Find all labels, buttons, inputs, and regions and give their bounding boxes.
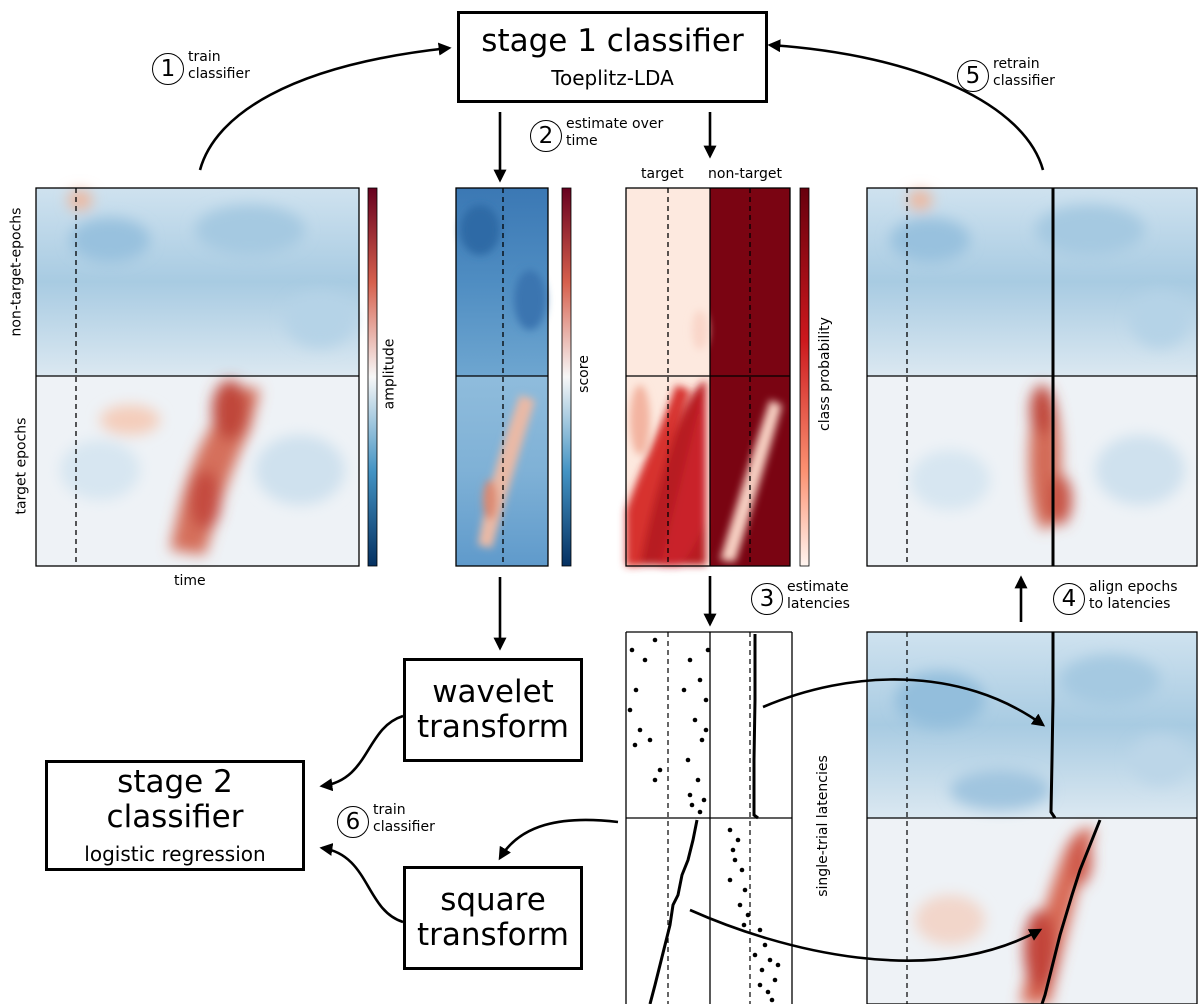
stage1-subtitle: Toeplitz-LDA xyxy=(551,66,674,91)
stage2-classifier-box: stage 2 classifier logistic regression xyxy=(45,760,305,871)
step-6-number: 6 xyxy=(337,806,369,838)
step-3-line1: estimate xyxy=(787,579,849,595)
step-4: 4 align epochs to latencies xyxy=(1053,579,1178,615)
step-4-line1: align epochs xyxy=(1089,579,1178,595)
stage2-title: stage 2 classifier xyxy=(106,763,244,835)
step-1-line1: train xyxy=(188,49,221,65)
wavelet-line1: wavelet xyxy=(432,674,554,711)
amplitude-heatmap xyxy=(35,187,360,567)
aligned-heatmap xyxy=(866,187,1198,567)
stage1-classifier-box: stage 1 classifier Toeplitz-LDA xyxy=(457,11,768,103)
step-5-line2: classifier xyxy=(993,72,1055,89)
arrow-retrain-classifier xyxy=(767,39,1045,171)
wavelet-line2: transform xyxy=(417,709,569,745)
step-3-line2: latencies xyxy=(787,595,850,612)
arrow-latency-to-aligned-top xyxy=(762,678,1046,727)
target-header-label: target xyxy=(641,166,684,182)
step-4-line2: to latencies xyxy=(1089,595,1171,612)
arrow-square-to-stage2 xyxy=(319,843,404,924)
stage2-subtitle: logistic regression xyxy=(84,842,266,867)
non-target-header-label: non-target xyxy=(708,166,782,182)
score-label: score xyxy=(575,355,592,393)
wavelet-transform-box: wavelet transform xyxy=(403,658,583,762)
step-4-number: 4 xyxy=(1053,583,1085,615)
square-line2: transform xyxy=(417,917,569,953)
class-probability-colorbar xyxy=(799,187,810,567)
arrows xyxy=(198,39,1046,962)
step-2: 2 estimate over time xyxy=(530,116,663,152)
non-target-epochs-label: non-target-epochs xyxy=(8,207,25,337)
step-1-number: 1 xyxy=(152,53,184,85)
square-transform-box: square transform xyxy=(403,866,583,970)
amplitude-label: amplitude xyxy=(381,338,398,410)
step-3: 3 estimate latencies xyxy=(751,579,850,615)
arrow-train-classifier xyxy=(198,42,452,171)
step-1-line2: classifier xyxy=(188,65,250,82)
square-line1: square xyxy=(440,882,546,919)
single-trial-latencies-label: single-trial latencies xyxy=(814,755,831,897)
class-probability-heatmap xyxy=(625,187,791,567)
step-1: 1 train classifier xyxy=(152,49,250,85)
step-6-line2: classifier xyxy=(373,818,435,835)
amplitude-colorbar xyxy=(367,187,378,567)
class-probability-label: class probability xyxy=(816,317,833,431)
arrow-latencies-to-square xyxy=(498,818,619,861)
latency-dots xyxy=(627,637,781,1003)
step-5-line1: retrain xyxy=(993,56,1040,72)
score-colorbar xyxy=(561,187,572,567)
latency-scatter xyxy=(625,631,793,1004)
step-2-line1: estimate over xyxy=(566,116,664,132)
latency-heatmap xyxy=(866,631,1198,1004)
step-2-line2: time xyxy=(566,132,598,149)
arrow-latency-to-aligned-bottom xyxy=(689,908,1043,962)
target-epochs-label: target epochs xyxy=(13,417,30,515)
step-3-number: 3 xyxy=(751,583,783,615)
step-6: 6 train classifier xyxy=(337,802,435,838)
stage1-title: stage 1 classifier xyxy=(481,22,744,59)
step-6-line1: train xyxy=(373,802,406,818)
arrow-wavelet-to-stage2 xyxy=(319,714,404,792)
step-5: 5 retrain classifier xyxy=(957,56,1055,92)
step-5-number: 5 xyxy=(957,60,989,92)
time-axis-label: time xyxy=(174,573,206,589)
score-heatmap xyxy=(455,187,549,567)
step-2-number: 2 xyxy=(530,120,562,152)
